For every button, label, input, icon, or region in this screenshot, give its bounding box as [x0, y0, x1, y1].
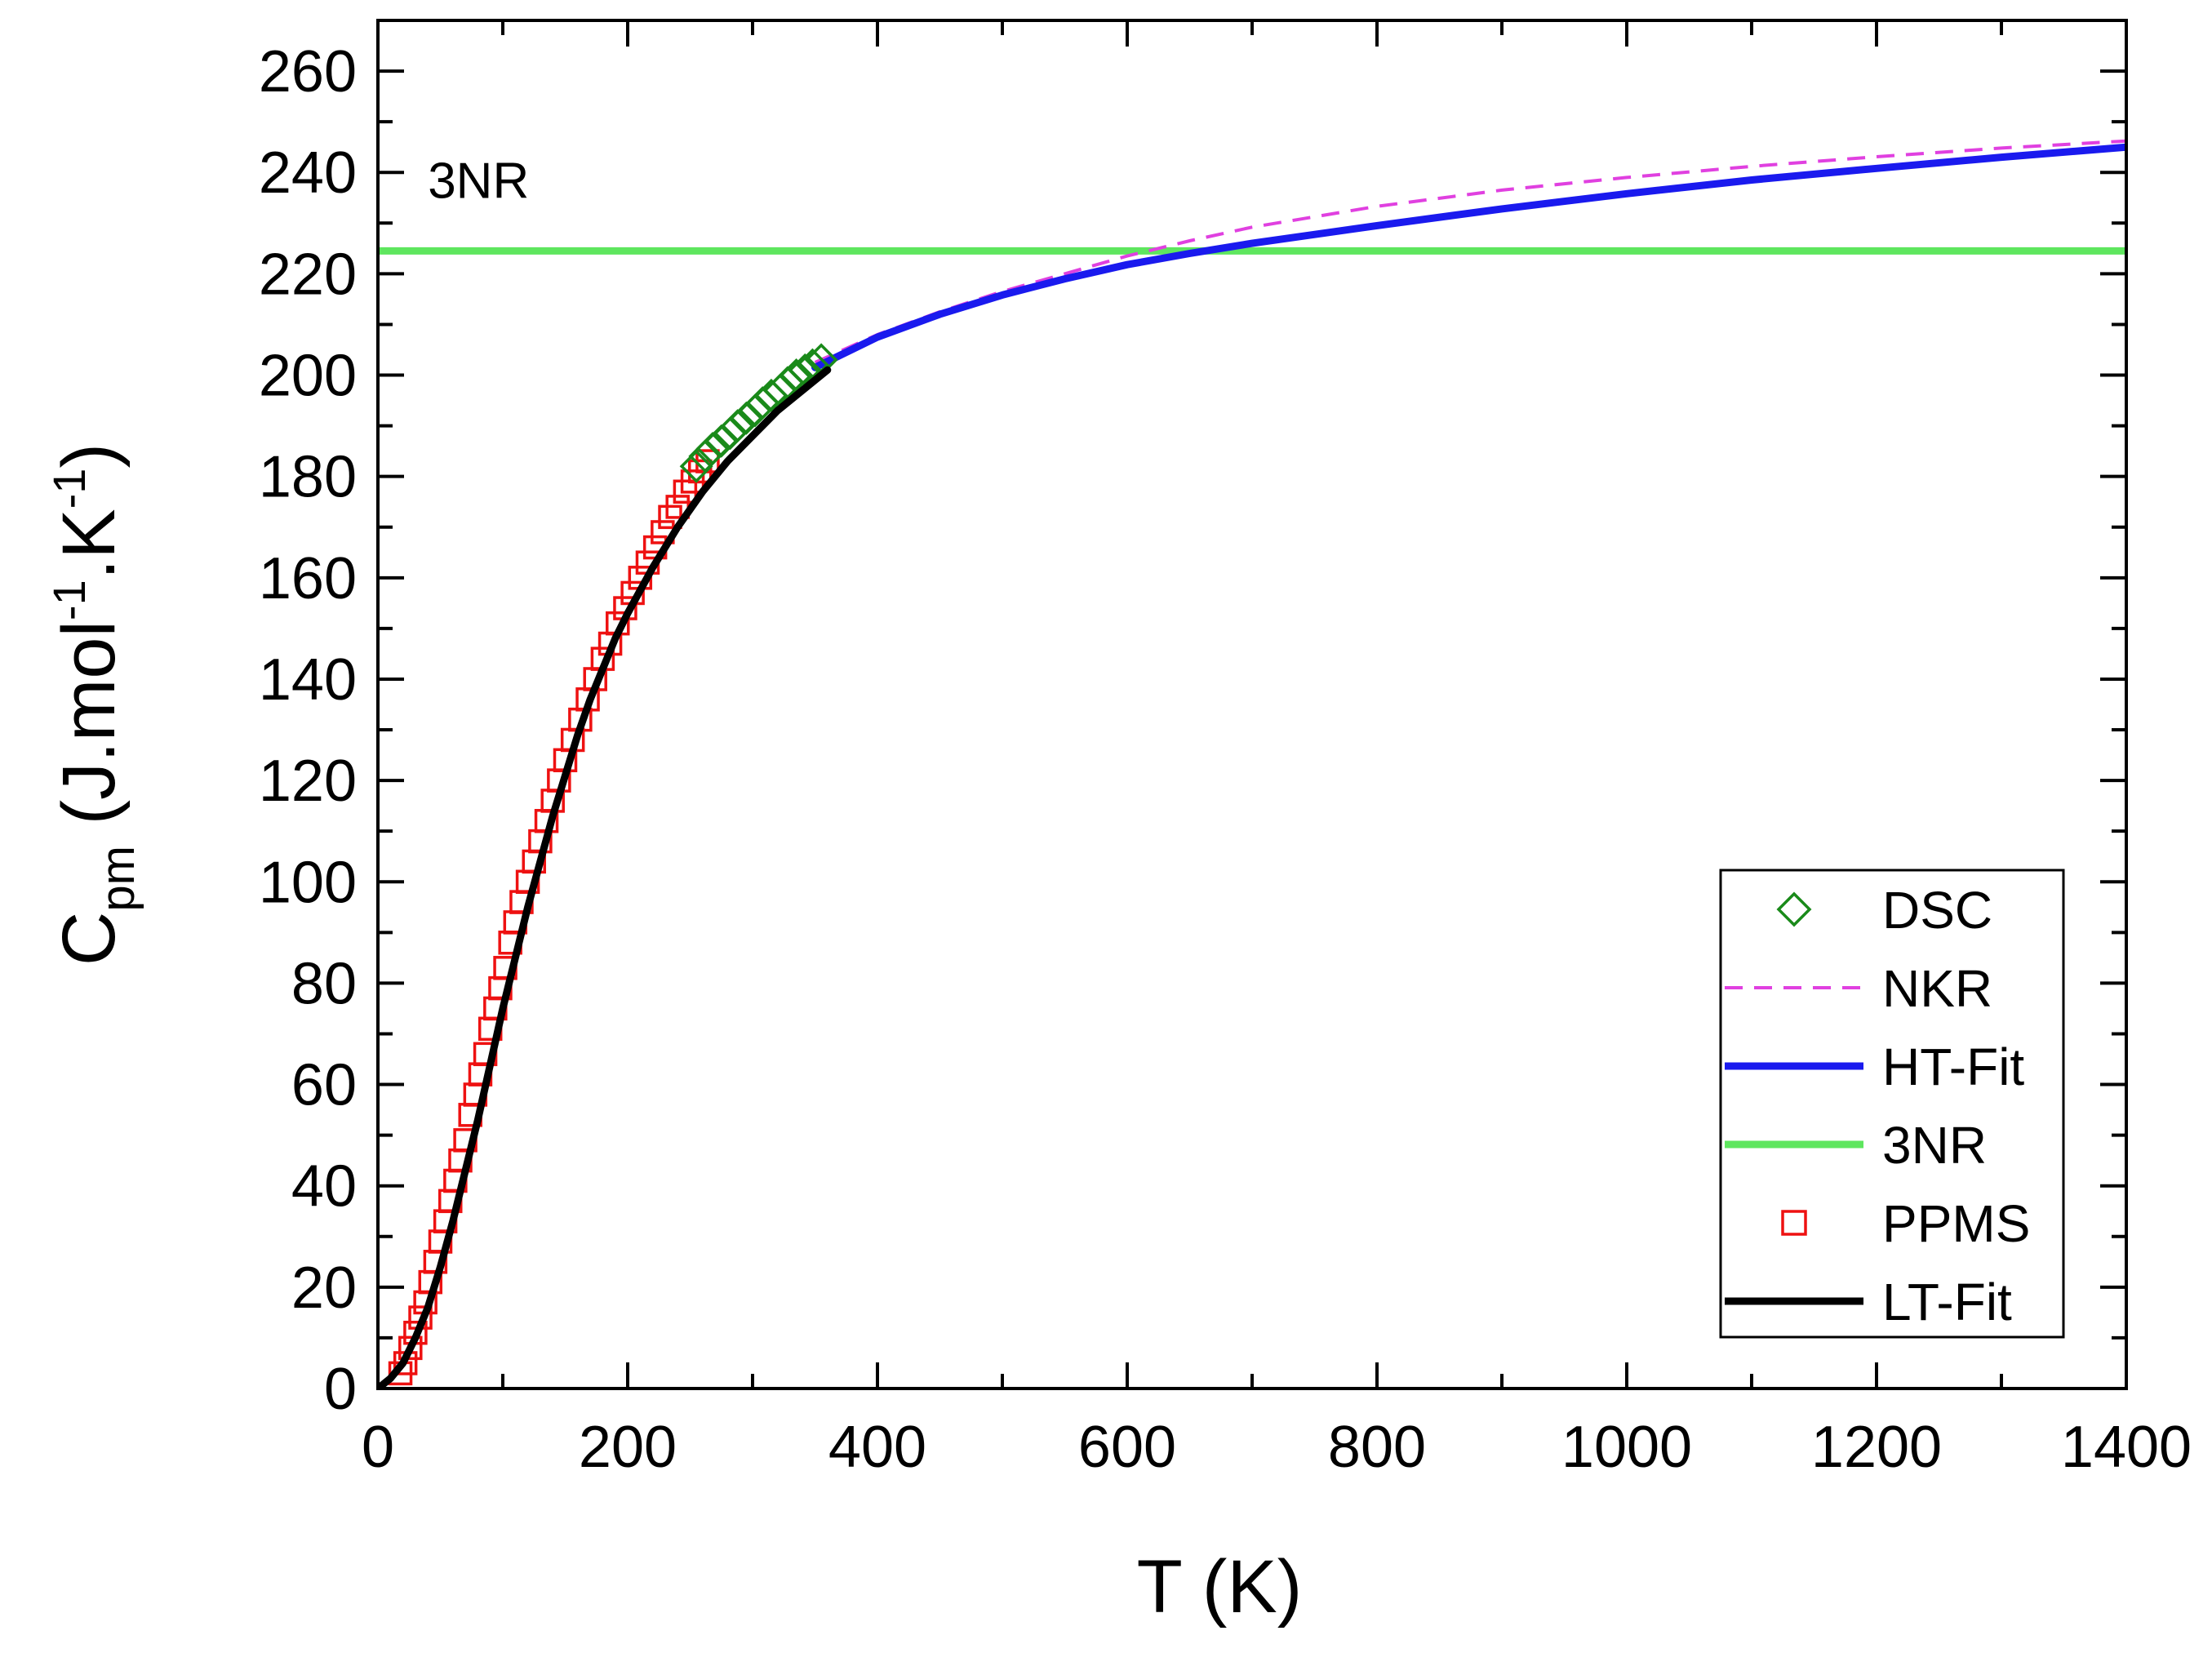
legend: DSC NKR HT-Fit 3NR PPMS LT-Fit	[1719, 869, 2065, 1339]
legend-item-nkr: NKR	[1725, 959, 1992, 1018]
data-point-dsc	[695, 432, 730, 466]
data-point-dsc	[780, 358, 814, 392]
legend-label-lt-fit: LT-Fit	[1882, 1273, 2012, 1331]
axes-layer	[376, 19, 2128, 1390]
y-title-main: C	[47, 912, 131, 966]
y-title-units: (J.mol	[47, 620, 131, 846]
y-title-subscript: pm	[91, 846, 144, 912]
y-title-superscript-2: -1	[43, 469, 95, 509]
data-point-dsc	[721, 409, 755, 443]
x-tick-label: 800	[1328, 1415, 1426, 1480]
data-point-dsc	[679, 449, 713, 483]
x-tick-label: 1200	[1811, 1415, 1942, 1480]
legend-box	[1719, 869, 2065, 1339]
y-tick-label: 40	[291, 1154, 357, 1220]
series-line-ht-fit	[811, 143, 2126, 371]
legend-item-3nr: 3NR	[1725, 1116, 1987, 1175]
y-tick-label: 0	[324, 1357, 357, 1422]
y-tick-label: 160	[259, 546, 357, 611]
x-tick-label: 400	[828, 1415, 926, 1480]
data-point-dsc	[704, 424, 739, 458]
data-point-dsc	[729, 401, 763, 435]
legend-marker-ppms	[1781, 1210, 1807, 1236]
y-title-units-end: )	[47, 443, 131, 469]
series-line-lt-fit	[378, 366, 832, 1389]
y-axis-title: Cpm (J.mol-1.K-1)	[43, 443, 144, 966]
y-title-units-mid: .K	[47, 509, 131, 580]
y-title-superscript-1: -1	[43, 580, 95, 620]
y-tick-label: 120	[259, 749, 357, 814]
x-axis-title: T (K)	[1137, 1545, 1303, 1629]
y-tick-label: 200	[259, 344, 357, 409]
y-tick-label: 240	[259, 140, 357, 206]
legend-item-dsc: DSC	[1776, 881, 1992, 940]
legend-item-lt-fit: LT-Fit	[1725, 1273, 2012, 1331]
data-point-dsc	[738, 393, 772, 428]
y-tick-label: 260	[259, 39, 357, 104]
y-tick-label: 140	[259, 647, 357, 713]
data-point-dsc	[713, 416, 747, 451]
x-tick-label: 1400	[2061, 1415, 2192, 1480]
y-tick-label: 100	[259, 850, 357, 915]
series-layer	[378, 139, 2126, 1389]
annotation-label: 3NR	[428, 153, 529, 209]
y-tick-label: 20	[291, 1255, 357, 1321]
series-ht-fit	[811, 143, 2126, 371]
x-tick-label: 0	[362, 1415, 394, 1480]
y-tick-label: 60	[291, 1053, 357, 1118]
legend-item-ppms: PPMS	[1781, 1194, 2030, 1253]
legend-label-ppms: PPMS	[1882, 1194, 2030, 1253]
data-point-dsc	[688, 439, 722, 473]
legend-marker-dsc	[1776, 891, 1812, 927]
legend-label-nkr: NKR	[1882, 959, 1992, 1018]
y-tick-label: 220	[259, 242, 357, 307]
legend-item-ht-fit: HT-Fit	[1725, 1038, 2024, 1096]
series-lt-fit	[378, 366, 832, 1389]
y-tick-label: 80	[291, 951, 357, 1016]
legend-label-dsc: DSC	[1882, 881, 1992, 940]
x-tick-label: 600	[1078, 1415, 1176, 1480]
data-point-ppms	[398, 1335, 423, 1361]
legend-label-3nr: 3NR	[1882, 1116, 1987, 1175]
x-tick-label: 1000	[1561, 1415, 1692, 1480]
labels-layer: 0 200 400 600 800 1000 1200 1400 0 20 40 60 80 100 120…	[43, 39, 2192, 1629]
y-tick-label: 180	[259, 445, 357, 510]
x-tick-label: 200	[579, 1415, 677, 1480]
legend-label-ht-fit: HT-Fit	[1882, 1038, 2024, 1096]
